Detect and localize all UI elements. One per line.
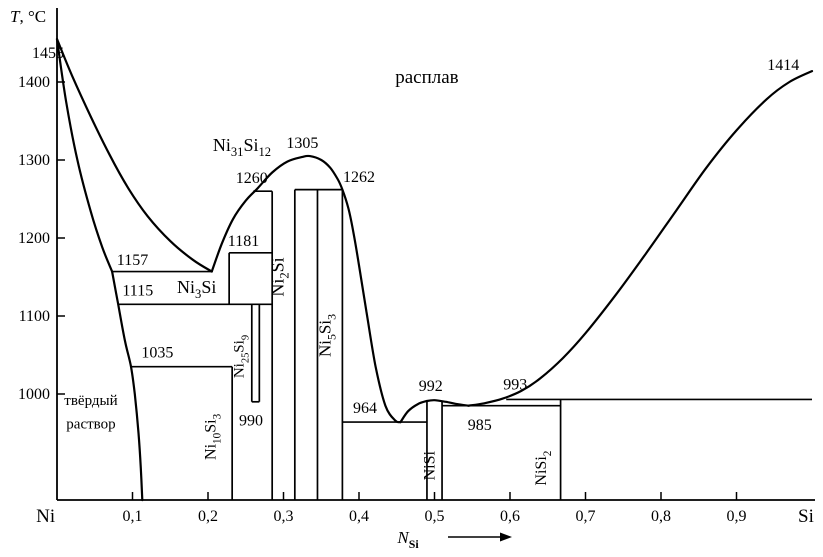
y-tick-label-1200: 1200 bbox=[18, 230, 50, 247]
x-axis-arrow-head bbox=[500, 532, 512, 542]
temp-label-1305: 1305 bbox=[286, 135, 318, 152]
region-label-nisi2: NiSi2 bbox=[533, 451, 554, 486]
curve-liquidus-right bbox=[467, 70, 814, 407]
region-label-ni2si: Ni2Si bbox=[268, 257, 292, 296]
temp-label-993: 993 bbox=[503, 377, 527, 394]
temp-label-1414: 1414 bbox=[767, 57, 799, 74]
region-label-solid-solution-line1: твёрдый bbox=[64, 393, 117, 409]
region-label-ni3si: Ni3Si bbox=[177, 277, 216, 301]
y-tick-label-1100: 1100 bbox=[19, 308, 50, 325]
temp-label-1260: 1260 bbox=[236, 170, 268, 187]
curve-liquidus-nisi bbox=[399, 399, 470, 424]
curve-solvus-left bbox=[111, 270, 144, 502]
temp-label-1035: 1035 bbox=[141, 345, 173, 362]
curve-liquidus-dome bbox=[210, 154, 402, 424]
x-tick-label-0.3: 0,3 bbox=[274, 508, 294, 525]
x-tick-label-0.2: 0,2 bbox=[198, 508, 218, 525]
region-label-nisi: NiSi bbox=[422, 451, 439, 481]
region-label-ni31si12: Ni31Si12 bbox=[213, 135, 271, 159]
y-tick-label-1400: 1400 bbox=[18, 74, 50, 91]
temp-label-990: 990 bbox=[239, 413, 263, 430]
curve-solidus-left bbox=[55, 38, 114, 273]
region-label-melt: расплав bbox=[395, 67, 458, 88]
curve-liquidus-left bbox=[55, 38, 213, 273]
temp-label-964: 964 bbox=[353, 400, 377, 417]
temp-label-1455: 1455 bbox=[32, 45, 64, 62]
x-end-label-Si: Si bbox=[798, 506, 814, 527]
y-tick-label-1000: 1000 bbox=[18, 386, 50, 403]
x-axis-title: NSi bbox=[396, 528, 419, 551]
region-label-ni10si3: Ni10Si3 bbox=[203, 413, 224, 460]
region-label-ni5si3: Ni5Si3 bbox=[315, 314, 338, 357]
temp-label-992: 992 bbox=[419, 378, 443, 395]
temp-label-985: 985 bbox=[468, 417, 492, 434]
y-axis-title: T, °C bbox=[10, 7, 46, 26]
temp-label-1157: 1157 bbox=[117, 252, 148, 269]
x-tick-label-0.1: 0,1 bbox=[123, 508, 143, 525]
x-tick-label-0.5: 0,5 bbox=[425, 508, 445, 525]
x-tick-label-0.9: 0,9 bbox=[727, 508, 747, 525]
x-end-label-Ni: Ni bbox=[36, 506, 55, 527]
region-label-ni25si9: Ni25Si9 bbox=[231, 335, 251, 378]
temp-label-1262: 1262 bbox=[343, 169, 375, 186]
region-label-solid-solution-line2: раствор bbox=[66, 417, 115, 433]
y-tick-label-1300: 1300 bbox=[18, 152, 50, 169]
x-tick-label-0.4: 0,4 bbox=[349, 508, 369, 525]
x-tick-label-0.7: 0,7 bbox=[576, 508, 596, 525]
x-tick-label-0.6: 0,6 bbox=[500, 508, 520, 525]
temp-label-1181: 1181 bbox=[228, 233, 259, 250]
x-tick-label-0.8: 0,8 bbox=[651, 508, 671, 525]
temp-label-1115: 1115 bbox=[122, 282, 153, 299]
